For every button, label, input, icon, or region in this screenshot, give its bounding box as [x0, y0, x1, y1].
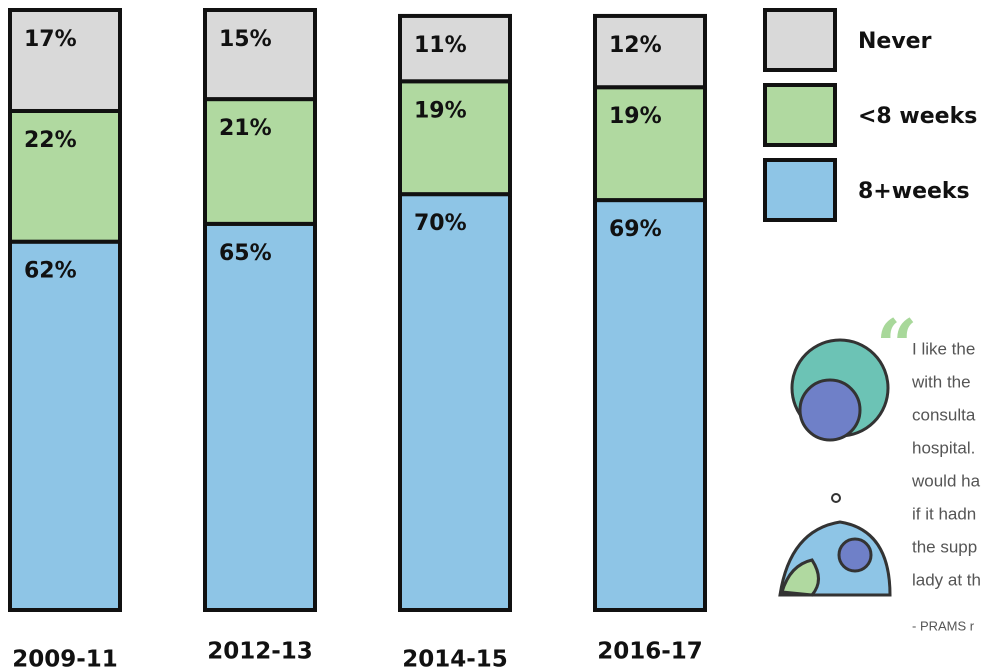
- x-tick-label: 2014-15: [402, 647, 508, 671]
- x-tick-label: 2016-17: [597, 639, 703, 665]
- value-label: 69%: [609, 217, 662, 242]
- value-label: 12%: [609, 33, 662, 58]
- value-label: 15%: [219, 27, 272, 52]
- quote-line: lady at th: [912, 570, 981, 589]
- quote-icon: “: [780, 303, 917, 595]
- legend-swatch: [765, 85, 835, 145]
- quote-source: - PRAMS r: [912, 618, 975, 633]
- legend-swatch: [765, 160, 835, 220]
- value-label: 19%: [414, 98, 467, 123]
- legend-swatch: [765, 10, 835, 70]
- legend-label: <8 weeks: [858, 104, 977, 129]
- bar-segment: [400, 194, 510, 610]
- bar-segment: [10, 10, 120, 111]
- quote-line: with the: [911, 372, 971, 391]
- bar-segment: [595, 200, 705, 610]
- value-label: 70%: [414, 211, 467, 236]
- legend-label: 8+weeks: [858, 179, 970, 204]
- quote-line: if it hadn: [912, 504, 976, 523]
- icon-dot: [832, 494, 840, 502]
- bar-segment: [205, 224, 315, 610]
- value-label: 19%: [609, 104, 662, 129]
- quote-line: would ha: [911, 471, 981, 490]
- quote-line: hospital.: [912, 438, 975, 457]
- value-label: 21%: [219, 116, 272, 141]
- bar-segment: [10, 242, 120, 610]
- value-label: 11%: [414, 33, 467, 58]
- icon-circle: [800, 380, 860, 440]
- icon-circle: [839, 539, 871, 571]
- x-tick-label: 2012-13: [207, 639, 313, 665]
- page: “ 62% 22% 17% 2009-11 65% 21% 15% 2012-13 70% 19%…: [0, 0, 1002, 671]
- value-label: 65%: [219, 241, 272, 266]
- quote-line: the supp: [912, 537, 977, 556]
- chart: “ 62% 22% 17% 2009-11 65% 21% 15% 2012-13 70% 19%…: [0, 0, 1002, 671]
- legend-label: Never: [858, 29, 932, 54]
- value-label: 17%: [24, 27, 77, 52]
- value-label: 62%: [24, 259, 77, 284]
- bar-segment: [205, 10, 315, 99]
- x-tick-label: 2009-11: [12, 647, 118, 671]
- quote-line: consulta: [912, 405, 976, 424]
- quote-line: I like the: [912, 339, 975, 358]
- value-label: 22%: [24, 128, 77, 153]
